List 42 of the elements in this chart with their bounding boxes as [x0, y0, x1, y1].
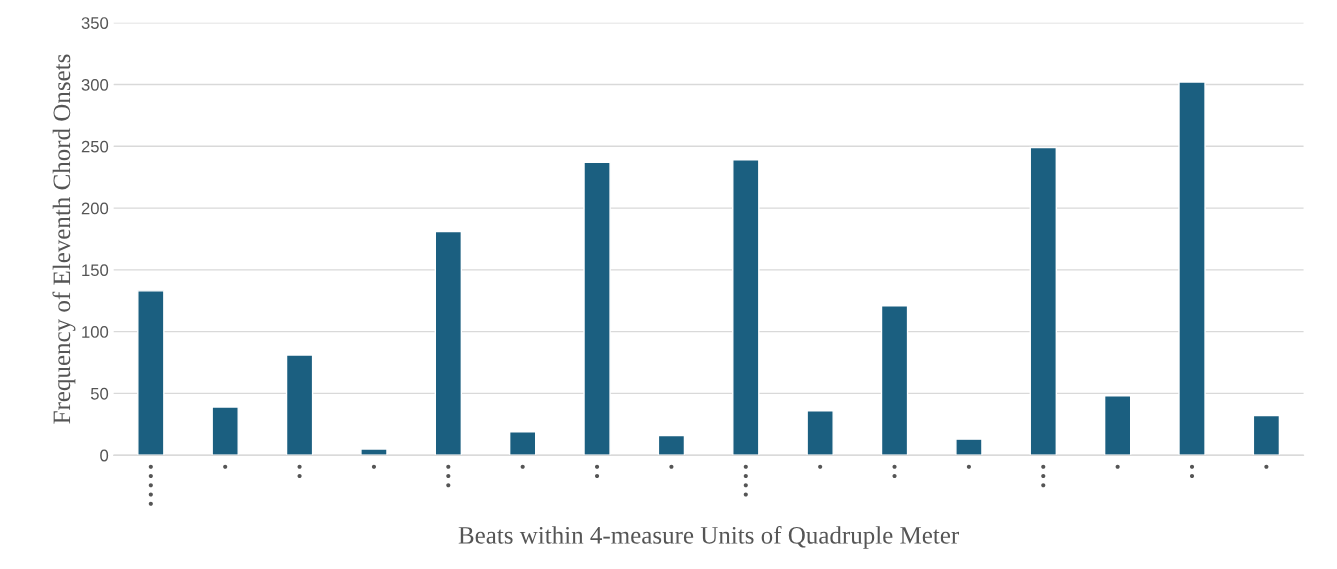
bar — [285, 354, 314, 456]
bar — [508, 431, 537, 456]
bar — [583, 161, 611, 456]
bar — [1029, 146, 1057, 456]
y-tick-label: 150 — [82, 264, 109, 277]
x-tick-label: • — [520, 464, 525, 469]
x-tick-label: • • — [297, 464, 302, 479]
bar — [1252, 414, 1281, 456]
bar — [211, 406, 239, 456]
y-tick-label: 350 — [81, 17, 109, 29]
y-tick-label: 0 — [100, 449, 109, 462]
bar — [1178, 81, 1206, 456]
y-tick-label: 100 — [82, 326, 109, 338]
bar — [434, 230, 463, 456]
bar — [657, 434, 686, 456]
y-tick-label: 300 — [81, 78, 109, 91]
bar — [360, 448, 388, 456]
x-tick-label: • — [669, 464, 674, 469]
y-tick-label: 200 — [81, 202, 109, 215]
x-tick-label: • — [818, 464, 823, 469]
bar — [137, 290, 165, 456]
bar — [1103, 395, 1132, 456]
x-axis-title: Beats within 4-measure Units of Quadruple Meter — [458, 525, 960, 549]
x-tick-label: • — [371, 464, 377, 469]
x-tick-label: • • • — [446, 464, 451, 488]
x-tick-label: • • • — [1041, 464, 1046, 488]
x-tick-label: • • • • • — [148, 464, 153, 506]
bar — [732, 159, 760, 456]
x-tick-label: • — [1115, 464, 1120, 469]
y-tick-label: 250 — [81, 140, 109, 153]
y-tick-label: 50 — [90, 387, 109, 400]
x-tick-label: • — [1264, 464, 1269, 469]
x-tick-label: • • — [1189, 464, 1195, 479]
x-tick-label: • — [223, 464, 228, 469]
y-axis-title: Frequency of Eleventh Chord Onsets — [52, 54, 76, 424]
bar — [880, 305, 909, 456]
bar — [955, 438, 983, 456]
x-tick-label: • • — [892, 464, 897, 479]
x-tick-label: • • • • — [743, 464, 748, 497]
x-tick-label: • • — [594, 464, 600, 479]
x-tick-label: • — [966, 464, 971, 469]
bar — [806, 410, 834, 456]
